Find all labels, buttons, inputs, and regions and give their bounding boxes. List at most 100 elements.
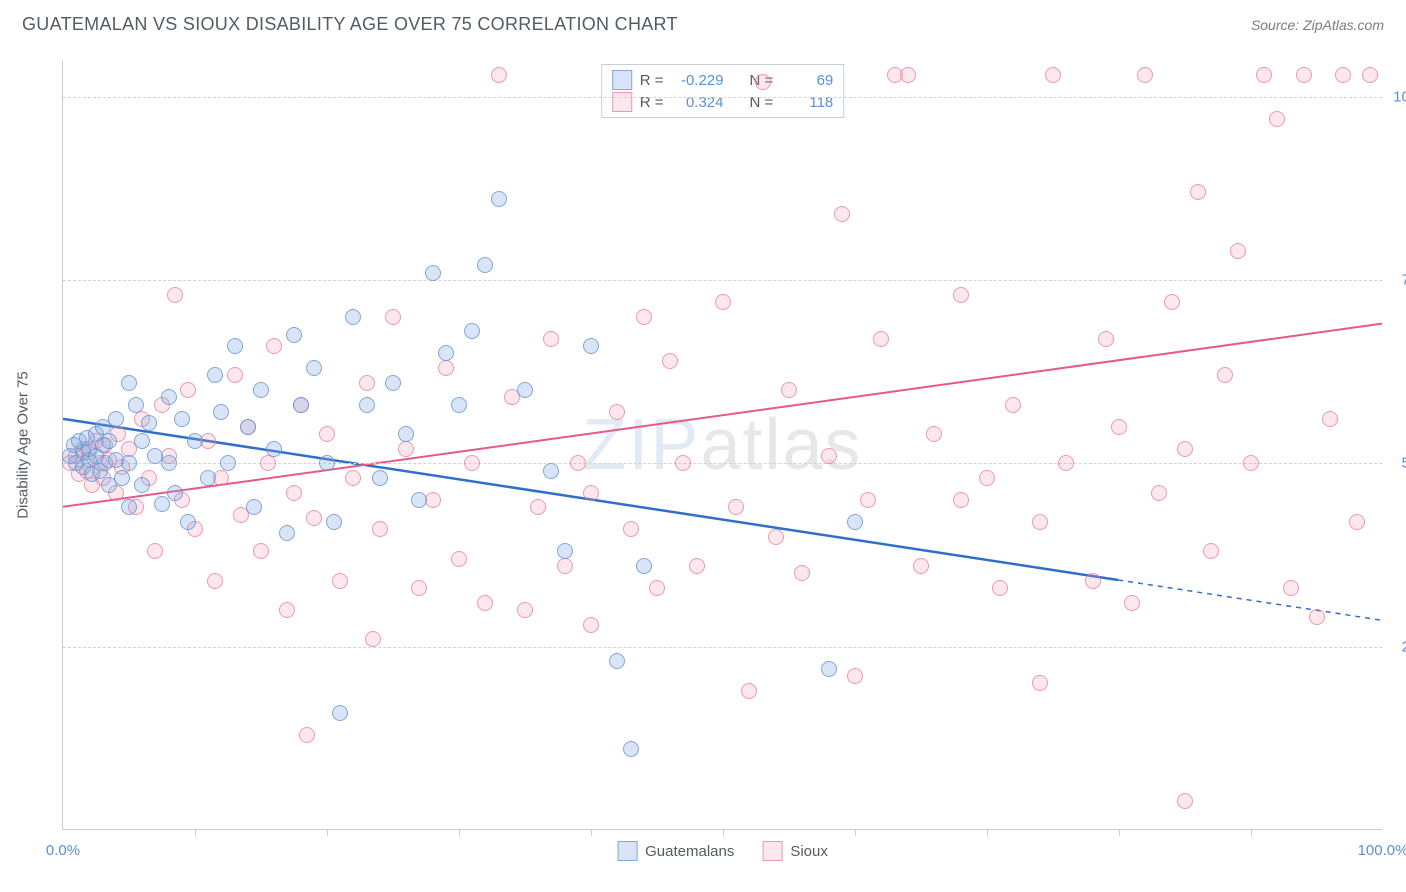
point-sioux xyxy=(741,683,757,699)
point-sioux xyxy=(781,382,797,398)
point-sioux xyxy=(1309,609,1325,625)
point-sioux xyxy=(1243,455,1259,471)
point-sioux xyxy=(1349,514,1365,530)
point-guatemalans xyxy=(464,323,480,339)
point-sioux xyxy=(1124,595,1140,611)
point-guatemalans xyxy=(425,265,441,281)
point-sioux xyxy=(860,492,876,508)
point-sioux xyxy=(662,353,678,369)
point-sioux xyxy=(266,338,282,354)
point-sioux xyxy=(491,67,507,83)
point-guatemalans xyxy=(306,360,322,376)
point-sioux xyxy=(953,287,969,303)
x-tick xyxy=(591,829,592,836)
point-sioux xyxy=(1335,67,1351,83)
point-sioux xyxy=(227,367,243,383)
point-guatemalans xyxy=(438,345,454,361)
point-guatemalans xyxy=(477,257,493,273)
point-sioux xyxy=(372,521,388,537)
point-sioux xyxy=(438,360,454,376)
point-sioux xyxy=(583,617,599,633)
point-sioux xyxy=(583,485,599,501)
point-sioux xyxy=(1151,485,1167,501)
point-guatemalans xyxy=(279,525,295,541)
x-tick xyxy=(459,829,460,836)
point-guatemalans xyxy=(345,309,361,325)
point-sioux xyxy=(299,727,315,743)
point-sioux xyxy=(411,580,427,596)
point-guatemalans xyxy=(821,661,837,677)
x-tick-label: 0.0% xyxy=(46,842,80,859)
point-sioux xyxy=(557,558,573,574)
point-sioux xyxy=(649,580,665,596)
point-sioux xyxy=(180,382,196,398)
point-guatemalans xyxy=(293,397,309,413)
gridline xyxy=(63,97,1382,98)
r-value-guatemalans: -0.229 xyxy=(672,72,724,89)
point-guatemalans xyxy=(253,382,269,398)
point-sioux xyxy=(286,485,302,501)
point-guatemalans xyxy=(121,375,137,391)
legend-label-sioux: Sioux xyxy=(790,843,828,860)
legend-label-guatemalans: Guatemalans xyxy=(645,843,734,860)
point-guatemalans xyxy=(451,397,467,413)
point-guatemalans xyxy=(108,411,124,427)
point-guatemalans xyxy=(543,463,559,479)
point-guatemalans xyxy=(180,514,196,530)
point-sioux xyxy=(1283,580,1299,596)
point-sioux xyxy=(794,565,810,581)
point-guatemalans xyxy=(319,455,335,471)
point-sioux xyxy=(570,455,586,471)
x-tick xyxy=(855,829,856,836)
point-sioux xyxy=(992,580,1008,596)
point-guatemalans xyxy=(134,433,150,449)
point-sioux xyxy=(306,510,322,526)
point-sioux xyxy=(873,331,889,347)
point-sioux xyxy=(260,455,276,471)
point-sioux xyxy=(636,309,652,325)
source-attribution: Source: ZipAtlas.com xyxy=(1251,17,1384,33)
point-sioux xyxy=(464,455,480,471)
x-tick xyxy=(327,829,328,836)
point-sioux xyxy=(728,499,744,515)
point-sioux xyxy=(834,206,850,222)
point-guatemalans xyxy=(207,367,223,383)
point-sioux xyxy=(900,67,916,83)
point-sioux xyxy=(207,573,223,589)
point-sioux xyxy=(675,455,691,471)
point-guatemalans xyxy=(636,558,652,574)
x-tick xyxy=(195,829,196,836)
gridline xyxy=(63,280,1382,281)
point-guatemalans xyxy=(161,389,177,405)
x-tick xyxy=(1251,829,1252,836)
point-guatemalans xyxy=(174,411,190,427)
legend-item-sioux: Sioux xyxy=(762,841,828,861)
point-sioux xyxy=(609,404,625,420)
point-guatemalans xyxy=(161,455,177,471)
x-tick xyxy=(723,829,724,836)
point-sioux xyxy=(253,543,269,559)
point-guatemalans xyxy=(359,397,375,413)
swatch-sioux xyxy=(762,841,782,861)
point-guatemalans xyxy=(240,419,256,435)
legend-item-guatemalans: Guatemalans xyxy=(617,841,734,861)
stats-row-guatemalans: R = -0.229 N = 69 xyxy=(612,69,834,91)
point-guatemalans xyxy=(200,470,216,486)
point-guatemalans xyxy=(491,191,507,207)
point-guatemalans xyxy=(101,433,117,449)
point-guatemalans xyxy=(167,485,183,501)
point-guatemalans xyxy=(326,514,342,530)
watermark: ZIPatlas xyxy=(582,404,862,486)
point-guatemalans xyxy=(286,327,302,343)
point-guatemalans xyxy=(213,404,229,420)
point-sioux xyxy=(1230,243,1246,259)
point-guatemalans xyxy=(154,496,170,512)
x-tick-label: 100.0% xyxy=(1358,842,1406,859)
point-guatemalans xyxy=(372,470,388,486)
point-sioux xyxy=(755,74,771,90)
r-label: R = xyxy=(640,72,664,89)
point-guatemalans xyxy=(847,514,863,530)
point-sioux xyxy=(623,521,639,537)
point-sioux xyxy=(953,492,969,508)
point-guatemalans xyxy=(121,455,137,471)
